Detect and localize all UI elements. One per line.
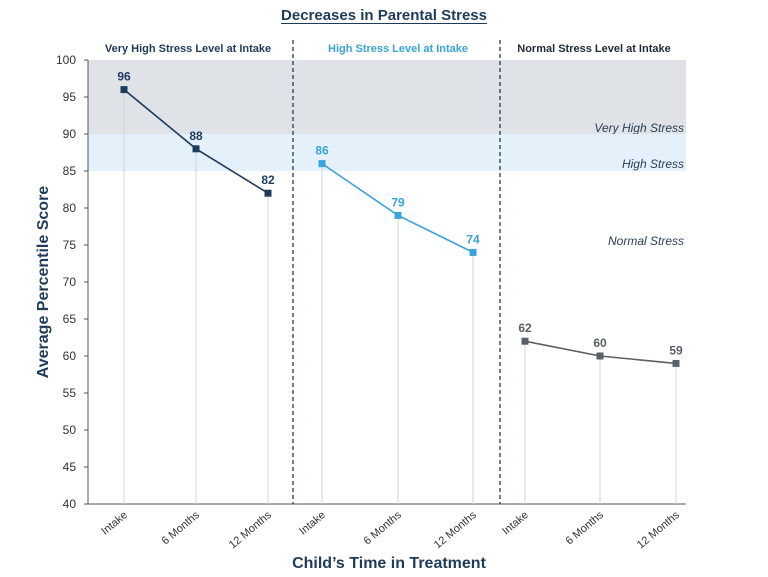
y-tick-label: 85	[63, 164, 77, 178]
y-tick-label: 75	[63, 238, 77, 252]
y-tick-label: 80	[63, 201, 77, 215]
x-tick-label: 6 Months	[362, 509, 405, 548]
data-label: 79	[391, 195, 405, 209]
panel-title-1: High Stress Level at Intake	[328, 43, 468, 55]
data-point	[521, 337, 529, 345]
data-point	[596, 352, 604, 360]
x-tick-label: 6 Months	[564, 509, 607, 548]
panel-title-2: Normal Stress Level at Intake	[517, 43, 670, 55]
data-point	[192, 145, 200, 153]
x-tick-label: Intake	[297, 509, 328, 537]
x-tick-label: Intake	[99, 509, 130, 537]
y-tick-label: 100	[56, 53, 76, 67]
panel-title-0: Very High Stress Level at Intake	[105, 43, 271, 55]
data-label: 59	[669, 343, 683, 357]
chart-title: Decreases in Parental Stress	[0, 7, 768, 24]
x-tick-label: 12 Months	[432, 509, 479, 552]
band-label-1: High Stress	[622, 157, 684, 171]
band-label-0: Very High Stress	[594, 121, 684, 135]
chart-title-text: Decreases in Parental Stress	[281, 7, 487, 24]
y-tick-label: 55	[63, 386, 77, 400]
y-axis-title: Average Percentile Score	[35, 186, 52, 379]
data-label: 62	[518, 321, 532, 335]
data-point	[120, 86, 128, 94]
data-point	[394, 211, 402, 219]
x-axis-title: Child’s Time in Treatment	[292, 555, 486, 572]
data-label: 82	[261, 173, 275, 187]
y-tick-label: 65	[63, 312, 77, 326]
y-tick-label: 45	[63, 460, 77, 474]
y-tick-label: 70	[63, 275, 77, 289]
data-label: 96	[117, 70, 131, 84]
y-tick-label: 90	[63, 127, 77, 141]
x-tick-label: 12 Months	[635, 509, 682, 552]
x-tick-label: 6 Months	[160, 509, 203, 548]
data-label: 60	[593, 336, 607, 350]
y-tick-label: 60	[63, 349, 77, 363]
y-tick-label: 95	[63, 90, 77, 104]
data-label: 74	[466, 232, 480, 246]
x-tick-label: 12 Months	[227, 509, 274, 552]
y-tick-label: 40	[63, 497, 77, 511]
band-1	[88, 134, 686, 171]
x-tick-label: Intake	[500, 509, 531, 537]
data-label: 86	[315, 144, 329, 158]
data-point	[264, 189, 272, 197]
band-0	[88, 60, 686, 134]
data-point	[672, 359, 680, 367]
data-point	[469, 248, 477, 256]
data-point	[318, 160, 326, 168]
data-label: 88	[189, 129, 203, 143]
band-label-2: Normal Stress	[608, 234, 684, 248]
y-tick-label: 50	[63, 423, 77, 437]
